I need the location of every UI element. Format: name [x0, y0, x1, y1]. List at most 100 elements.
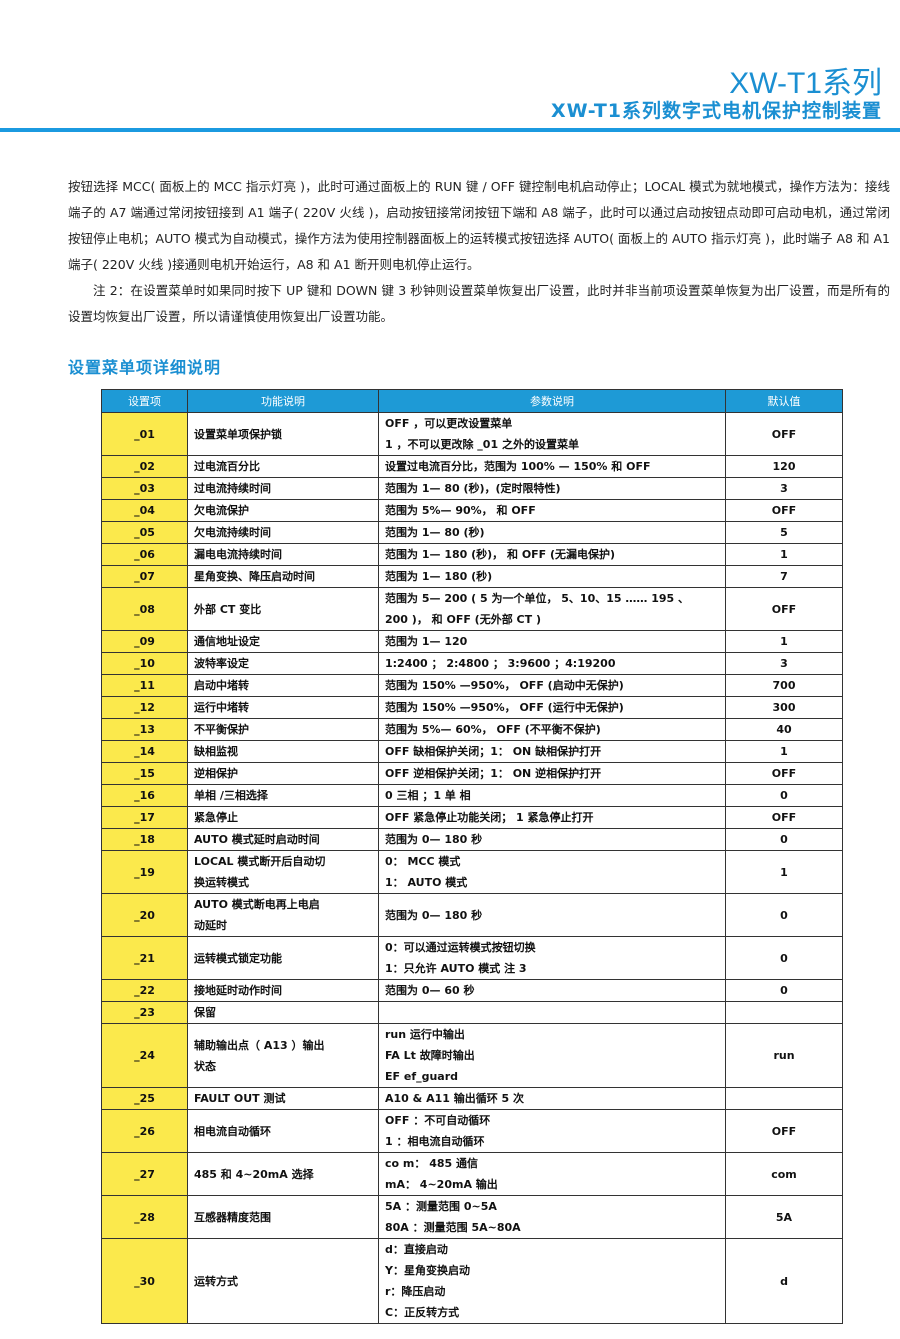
cell-line: 1 ：相电流自动循环	[385, 1135, 485, 1148]
settings-table: 设置项 功能说明 参数说明 默认值 _01 设置菜单项保护锁 OFF ，可以更改设置菜单 1 …	[101, 389, 843, 1324]
table-cell: 0	[725, 784, 843, 807]
table-cell: AUTO 模式延时启动时间	[187, 828, 379, 851]
table-cell: _25	[101, 1087, 188, 1110]
table-row: _14 缺相监视 OFF 缺相保护关闭；1： ON 缺相保护打开 1	[101, 740, 843, 763]
table-cell: _06	[101, 543, 188, 566]
table-cell: 缺相监视	[187, 740, 379, 763]
table-cell: 相电流自动循环	[187, 1109, 379, 1153]
table-cell: FAULT OUT 测试	[187, 1087, 379, 1110]
table-cell: _04	[101, 499, 188, 522]
cell-line: C：正反转方式	[385, 1306, 460, 1319]
table-cell: _20	[101, 893, 188, 937]
cell-line: co m： 485 通信	[385, 1157, 478, 1170]
paragraph: 按钮选择 MCC( 面板上的 MCC 指示灯亮 )，此时可通过面板上的 RUN …	[68, 179, 890, 272]
table-row: _24 辅助输出点（ A13 ）输出 状态 run 运行中输出 FA Lt 故障时输出 E…	[101, 1023, 843, 1088]
table-cell: 辅助输出点（ A13 ）输出 状态	[187, 1023, 379, 1088]
table-cell: 紧急停止	[187, 806, 379, 829]
section-title: 设置菜单项详细说明	[68, 358, 222, 377]
table-row: _08 外部 CT 变比 范围为 5— 200 ( 5 为一个单位， 5、10、15…	[101, 587, 843, 631]
cell-line: 5A ：测量范围 0~5A	[385, 1200, 497, 1213]
table-cell: OFF	[725, 412, 843, 456]
table-cell: 单相 /三相选择	[187, 784, 379, 807]
cell-line: 1：只允许 AUTO 模式 注 3	[385, 962, 527, 975]
table-cell: run	[725, 1023, 843, 1088]
table-row: _05 欠电流持续时间 范围为 1— 80 (秒) 5	[101, 521, 843, 544]
table-cell: 3	[725, 477, 843, 500]
table-row: _02 过电流百分比 设置过电流百分比，范围为 100% — 150% 和 OFF 1…	[101, 455, 843, 478]
table-cell: 0： MCC 模式 1： AUTO 模式	[378, 850, 726, 894]
table-cell: 0	[725, 893, 843, 937]
cell-line: Y：星角变换启动	[385, 1264, 470, 1277]
table-cell: 逆相保护	[187, 762, 379, 785]
table-cell: 范围为 0— 180 秒	[378, 893, 726, 937]
column-header: 设置项	[101, 389, 188, 413]
table-cell: 范围为 1— 180 (秒)， 和 OFF (无漏电保护)	[378, 543, 726, 566]
table-cell: 范围为 150% —950%， OFF (启动中无保护)	[378, 674, 726, 697]
table-cell: OFF	[725, 762, 843, 785]
table-cell: _01	[101, 412, 188, 456]
cell-line: 动延时	[194, 919, 227, 932]
table-cell: 范围为 150% —950%， OFF (运行中无保护)	[378, 696, 726, 719]
table-cell: 启动中堵转	[187, 674, 379, 697]
table-cell: 范围为 1— 80 (秒)，(定时限特性)	[378, 477, 726, 500]
table-cell: _15	[101, 762, 188, 785]
table-cell: 设置菜单项保护锁	[187, 412, 379, 456]
table-cell: 星角变换、降压启动时间	[187, 565, 379, 588]
table-cell: _22	[101, 979, 188, 1002]
table-cell: AUTO 模式断电再上电启 动延时	[187, 893, 379, 937]
table-cell: OFF 缺相保护关闭；1： ON 缺相保护打开	[378, 740, 726, 763]
table-cell: 过电流持续时间	[187, 477, 379, 500]
cell-line: mA： 4~20mA 输出	[385, 1178, 498, 1191]
table-cell: LOCAL 模式断开后自动切 换运转模式	[187, 850, 379, 894]
table-cell: _21	[101, 936, 188, 980]
table-row: _11 启动中堵转 范围为 150% —950%， OFF (启动中无保护) 700	[101, 674, 843, 697]
table-cell: _14	[101, 740, 188, 763]
table-cell: OFF	[725, 499, 843, 522]
table-cell: _07	[101, 565, 188, 588]
table-cell: 欠电流持续时间	[187, 521, 379, 544]
cell-line: 200 )， 和 OFF (无外部 CT )	[385, 613, 541, 626]
table-cell: com	[725, 1152, 843, 1196]
table-cell: _05	[101, 521, 188, 544]
table-cell: OFF	[725, 587, 843, 631]
table-cell: 1:2400 ； 2:4800 ； 3:9600 ；4:19200	[378, 652, 726, 675]
table-cell: 300	[725, 696, 843, 719]
table-cell: d：直接启动 Y：星角变换启动 r：降压启动 C：正反转方式	[378, 1238, 726, 1324]
table-cell: 范围为 5— 200 ( 5 为一个单位， 5、10、15 …… 195 、 20…	[378, 587, 726, 631]
table-row: _13 不平衡保护 范围为 5%— 60%， OFF (不平衡不保护) 40	[101, 718, 843, 741]
table-row: _23 保留	[101, 1001, 843, 1024]
table-cell: 保留	[187, 1001, 379, 1024]
cell-line: 80A ：测量范围 5A~80A	[385, 1221, 521, 1234]
table-cell: 0	[725, 828, 843, 851]
table-cell: 0	[725, 979, 843, 1002]
table-row: _27 485 和 4~20mA 选择 co m： 485 通信 mA： 4~20mA…	[101, 1152, 843, 1196]
header-subtitle: XW-T1系列数字式电机保护控制装置	[550, 100, 882, 122]
table-cell: 范围为 5%— 90%， 和 OFF	[378, 499, 726, 522]
table-cell: OFF	[725, 806, 843, 829]
paragraph: 注 2：在设置菜单时如果同时按下 UP 键和 DOWN 键 3 秒钟则设置菜单恢…	[68, 283, 890, 324]
table-row: _28 互感器精度范围 5A ：测量范围 0~5A 80A ：测量范围 5A~80A 5…	[101, 1195, 843, 1239]
table-cell: co m： 485 通信 mA： 4~20mA 输出	[378, 1152, 726, 1196]
header-title: XW-T1系列	[729, 67, 882, 100]
table-cell: _11	[101, 674, 188, 697]
table-cell: 0：可以通过运转模式按钮切换 1：只允许 AUTO 模式 注 3	[378, 936, 726, 980]
cell-line: d：直接启动	[385, 1243, 448, 1256]
table-cell: _13	[101, 718, 188, 741]
table-cell: 700	[725, 674, 843, 697]
table-cell: 485 和 4~20mA 选择	[187, 1152, 379, 1196]
table-cell: 1	[725, 543, 843, 566]
table-cell: 运行中堵转	[187, 696, 379, 719]
table-cell: OFF 紧急停止功能关闭； 1 紧急停止打开	[378, 806, 726, 829]
table-cell: _09	[101, 630, 188, 653]
table-cell: 范围为 0— 180 秒	[378, 828, 726, 851]
cell-line: 状态	[194, 1059, 216, 1073]
table-row: _30 运转方式 d：直接启动 Y：星角变换启动 r：降压启动 C：正反转方式 d	[101, 1238, 843, 1324]
table-cell: _19	[101, 850, 188, 894]
table-cell: 设置过电流百分比，范围为 100% — 150% 和 OFF	[378, 455, 726, 478]
table-cell: 7	[725, 565, 843, 588]
table-cell: 波特率设定	[187, 652, 379, 675]
table-cell: _02	[101, 455, 188, 478]
